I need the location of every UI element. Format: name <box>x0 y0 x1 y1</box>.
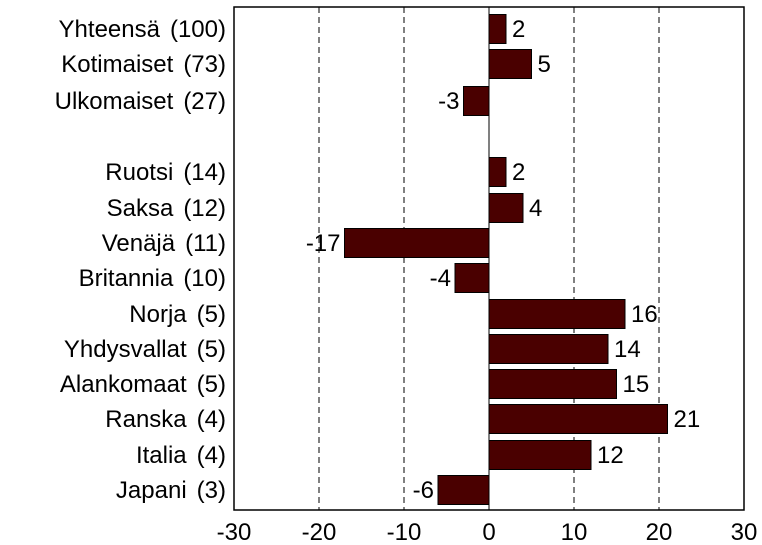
category-label: Yhteensä <box>59 16 161 43</box>
category-label: Ulkomaiset <box>55 88 174 115</box>
category-label: Italia <box>136 442 187 469</box>
category-labels: Yhteensä (100) Kotimaiset (73) Ulkomaiset (27… <box>55 16 226 504</box>
x-tick-label: 10 <box>561 519 588 545</box>
category-label: Saksa <box>107 195 174 222</box>
data-label: 4 <box>529 195 542 222</box>
category-label: Britannia <box>79 265 174 292</box>
category-weight: (27) <box>183 88 226 115</box>
grid-lines <box>318 7 660 510</box>
bar <box>488 440 592 470</box>
category-weight: (4) <box>197 406 226 433</box>
category-weight: (73) <box>183 51 226 78</box>
x-tick-label: -10 <box>387 519 422 545</box>
category-label: Yhdysvallat <box>64 336 187 363</box>
category-label: Alankomaat <box>60 371 187 398</box>
category-weight: (11) <box>185 230 226 257</box>
category-label: Norja <box>129 301 187 328</box>
category-weight: (3) <box>197 477 226 504</box>
data-label: 5 <box>538 51 551 78</box>
bar <box>488 334 609 364</box>
data-label: -3 <box>438 88 459 115</box>
bar <box>437 475 490 505</box>
x-tick-label: -20 <box>302 519 337 545</box>
category-weight: (14) <box>183 159 226 186</box>
bar <box>463 86 490 116</box>
data-label: -4 <box>430 265 451 292</box>
data-label: 15 <box>623 371 650 398</box>
bars <box>344 14 668 505</box>
bar <box>488 404 668 434</box>
x-tick-label: 30 <box>731 519 758 545</box>
bar <box>488 299 626 329</box>
bar <box>344 228 490 258</box>
data-label: 14 <box>614 336 641 363</box>
category-weight: (5) <box>197 336 226 363</box>
data-label: 2 <box>512 159 525 186</box>
category-label: Ranska <box>105 406 187 433</box>
category-label: Ruotsi <box>105 159 173 186</box>
plot-frame <box>233 6 745 511</box>
bar <box>488 193 524 223</box>
data-label: 21 <box>674 406 701 433</box>
category-weight: (10) <box>183 265 226 292</box>
x-tick-label: 0 <box>482 519 495 545</box>
data-label: 12 <box>597 442 624 469</box>
x-tick-label: 20 <box>646 519 673 545</box>
data-label: -6 <box>413 477 434 504</box>
x-tick-label: -30 <box>217 519 252 545</box>
bar <box>488 14 507 44</box>
data-label: -17 <box>306 230 341 257</box>
bar <box>454 263 490 293</box>
data-label: 16 <box>631 301 658 328</box>
x-tick-labels: -30 -20 -10 0 10 20 30 <box>217 519 758 545</box>
category-label: Japani <box>116 477 187 504</box>
category-weight: (100) <box>170 16 226 43</box>
category-weight: (4) <box>197 442 226 469</box>
category-weight: (5) <box>197 371 226 398</box>
data-label: 2 <box>512 16 525 43</box>
bar <box>488 369 617 399</box>
category-label: Kotimaiset <box>61 51 173 78</box>
bar <box>488 157 507 187</box>
bar <box>488 49 532 79</box>
category-weight: (12) <box>183 195 226 222</box>
category-label: Venäjä <box>102 230 176 257</box>
category-weight: (5) <box>197 301 226 328</box>
